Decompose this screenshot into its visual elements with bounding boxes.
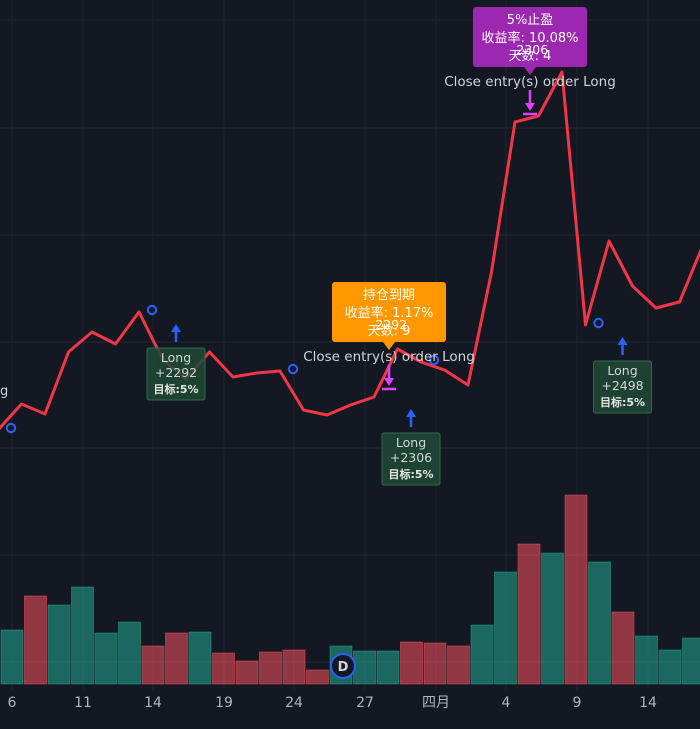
- x-tick-label: 四月: [422, 695, 450, 711]
- volume-bar: [377, 651, 399, 684]
- x-tick-label: 24: [285, 695, 303, 711]
- volume-bar: [48, 605, 70, 684]
- volume-bar: [659, 650, 681, 684]
- event-badge-label: D: [338, 660, 349, 675]
- x-tick-label: 19: [215, 695, 233, 711]
- exit-id: -2292: [371, 317, 407, 332]
- x-axis-band: [0, 690, 700, 725]
- exit-note: Close entry(s) order Long: [444, 74, 616, 90]
- volume-bar: [236, 661, 258, 684]
- volume-bar: [612, 612, 634, 684]
- entry-label: Long: [161, 350, 191, 365]
- exit-note: Close entry(s) order Long: [303, 349, 475, 365]
- x-tick-label: 4: [502, 695, 511, 711]
- entry-id: +2292: [155, 365, 197, 380]
- exit-arrowhead-icon: [525, 103, 535, 111]
- volume-bar: [260, 652, 282, 684]
- circle-marker-icon: [148, 306, 156, 314]
- volume-bar: [354, 651, 376, 684]
- edge-label-fragment: g: [0, 384, 8, 399]
- entry-target: 目标:5%: [388, 467, 433, 481]
- volume-bar: [542, 553, 564, 684]
- volume-bar: [518, 544, 540, 684]
- volume-bar: [142, 646, 164, 684]
- volume-bar: [683, 638, 700, 684]
- volume-bar: [95, 633, 117, 684]
- volume-bar: [189, 632, 211, 684]
- exit-arrowhead-icon: [384, 378, 394, 386]
- circle-marker-icon: [289, 365, 297, 373]
- volume-bar: [283, 650, 305, 684]
- entry-arrowhead-icon: [618, 337, 628, 345]
- entry-label: Long: [396, 435, 426, 450]
- entry-id: +2498: [601, 378, 643, 393]
- exit-id: -2306: [512, 42, 548, 57]
- circle-marker-icon: [594, 319, 602, 327]
- volume-bar: [495, 572, 517, 684]
- exit-title: 5%止盈: [507, 13, 554, 28]
- x-tick-label: 9: [573, 695, 582, 711]
- entry-signal[interactable]: Long+2498 目标:5%: [594, 337, 652, 413]
- entry-arrowhead-icon: [406, 409, 416, 417]
- volume-bar: [72, 587, 94, 684]
- entry-signal[interactable]: Long+2306 目标:5%: [382, 409, 440, 485]
- volume-bar: [213, 653, 235, 684]
- volume-bar: [119, 622, 141, 684]
- volume-bar: [448, 646, 470, 684]
- x-tick-label: 27: [356, 695, 374, 711]
- event-badge-group[interactable]: D: [331, 654, 355, 678]
- x-tick-label: 6: [8, 695, 17, 711]
- volume-bar: [471, 625, 493, 684]
- volume-bar: [166, 633, 188, 684]
- x-tick-label: 14: [639, 695, 657, 711]
- entry-id: +2306: [390, 450, 432, 465]
- entry-label: Long: [607, 363, 637, 378]
- circle-markers: [7, 306, 603, 432]
- entry-arrowhead-icon: [171, 324, 181, 332]
- entry-target: 目标:5%: [153, 382, 198, 396]
- volume-bar: [1, 630, 23, 684]
- entry-signal[interactable]: Long+2292 目标:5%: [147, 324, 205, 400]
- volume-bar: [589, 562, 611, 684]
- volume-bar: [636, 636, 658, 684]
- circle-marker-icon: [7, 424, 15, 432]
- volume-bar: [25, 596, 47, 684]
- volume-bar: [424, 643, 446, 684]
- x-axis: 6 11 14 19 24 27 四月 4 9 14: [0, 690, 700, 725]
- volume-bar: [401, 642, 423, 684]
- x-tick-label: 14: [144, 695, 162, 711]
- volume-bar: [307, 670, 329, 684]
- x-tick-label: 11: [74, 695, 92, 711]
- volume-bar: [565, 495, 587, 684]
- entry-target: 目标:5%: [600, 395, 645, 409]
- exit-title: 持仓到期: [363, 288, 415, 303]
